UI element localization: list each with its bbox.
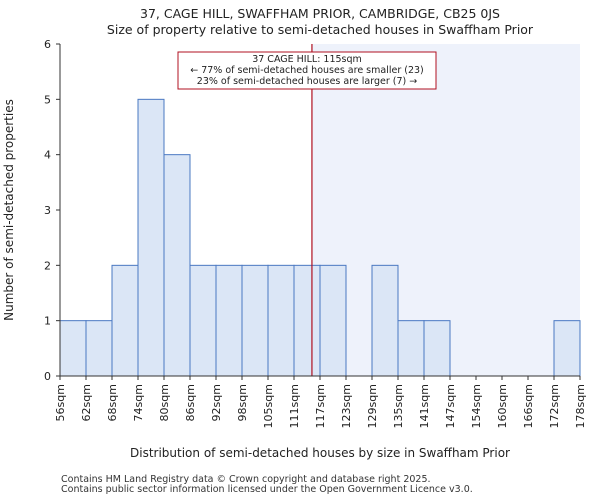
bars: [59, 98, 581, 377]
x-tick-label: 111sqm: [288, 384, 301, 428]
footer-line-2: Contains public sector information licen…: [61, 484, 473, 495]
bar-172sqm: [553, 320, 581, 377]
footer-line-1: Contains HM Land Registry data © Crown c…: [61, 474, 431, 485]
bar-135sqm: [397, 320, 425, 377]
y-tick-label: 5: [44, 93, 51, 106]
chart-subtitle: Size of property relative to semi-detach…: [107, 22, 534, 37]
bar-129sqm: [371, 264, 399, 377]
annotation-line-2: ← 77% of semi-detached houses are smalle…: [190, 65, 424, 76]
x-tick-label: 147sqm: [444, 384, 457, 428]
x-tick-label: 56sqm: [54, 384, 67, 421]
x-tick-label: 92sqm: [210, 384, 223, 421]
bar-80sqm: [163, 154, 191, 377]
x-tick-label: 117sqm: [314, 384, 327, 428]
bar-105sqm: [267, 264, 295, 377]
x-axis-label: Distribution of semi-detached houses by …: [130, 446, 510, 460]
x-tick-label: 160sqm: [496, 384, 509, 428]
annotation-line-1: 37 CAGE HILL: 115sqm: [252, 54, 362, 65]
bar-56sqm: [59, 320, 87, 377]
x-tick-label: 68sqm: [106, 384, 119, 421]
x-tick-label: 141sqm: [418, 384, 431, 428]
y-axis-label: Number of semi-detached properties: [2, 99, 16, 321]
chart-title: 37, CAGE HILL, SWAFFHAM PRIOR, CAMBRIDGE…: [140, 6, 500, 21]
x-tick-label: 172sqm: [548, 384, 561, 428]
x-tick-label: 74sqm: [132, 384, 145, 421]
y-tick-label: 3: [44, 204, 51, 217]
x-tick-label: 154sqm: [470, 384, 483, 428]
bar-92sqm: [215, 264, 243, 377]
x-tick-label: 105sqm: [262, 384, 275, 428]
y-tick-label: 2: [44, 259, 51, 272]
x-tick-label: 178sqm: [574, 384, 587, 428]
x-tick-label: 86sqm: [184, 384, 197, 421]
x-tick-label: 135sqm: [392, 384, 405, 428]
histogram-chart: 37, CAGE HILL, SWAFFHAM PRIOR, CAMBRIDGE…: [2, 6, 587, 460]
y-tick-label: 1: [44, 315, 51, 328]
bar-141sqm: [423, 320, 451, 377]
bar-74sqm: [137, 98, 165, 377]
x-tick-label: 62sqm: [80, 384, 93, 421]
y-tick-label: 6: [44, 38, 51, 51]
x-tick-label: 129sqm: [366, 384, 379, 428]
y-tick-label: 0: [44, 370, 51, 383]
x-ticks: 56sqm 62sqm 68sqm 74sqm 80sqm 86sqm 92sqm 98sqm…: [54, 376, 587, 428]
bar-111sqm: [293, 264, 321, 377]
annotation-frame: [177, 51, 437, 90]
bar-86sqm: [189, 264, 217, 377]
x-tick-label: 80sqm: [158, 384, 171, 421]
bar-62sqm: [85, 320, 113, 377]
y-tick-label: 4: [44, 149, 51, 162]
x-tick-label: 123sqm: [340, 384, 353, 428]
x-tick-label: 166sqm: [522, 384, 535, 428]
annotation-box: 37 CAGE HILL: 115sqm ← 77% of semi-detac…: [177, 51, 437, 90]
bar-98sqm: [241, 264, 269, 377]
annotation-line-3: 23% of semi-detached houses are larger (…: [197, 76, 417, 87]
bar-68sqm: [111, 264, 139, 377]
x-tick-label: 98sqm: [236, 384, 249, 421]
bar-117sqm: [319, 264, 347, 377]
y-ticks: 0 1 2 3 4 5 6: [44, 38, 60, 383]
